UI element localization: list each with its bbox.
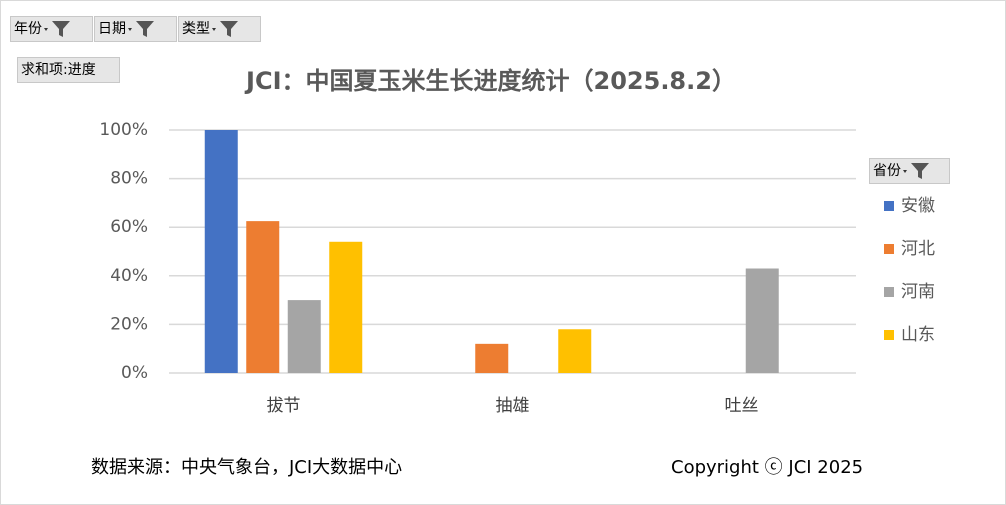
- legend-label: 河北: [901, 239, 935, 259]
- bar: [204, 130, 238, 373]
- copyright-note: Copyright ⓒ JCI 2025: [671, 457, 863, 478]
- filter-button[interactable]: 日期: [94, 16, 177, 42]
- chart-title: JCI：中国夏玉米生长进度统计（2025.8.2）: [244, 67, 736, 95]
- bar: [558, 329, 592, 373]
- x-tick-label: 抽雄: [496, 396, 530, 416]
- legend-label: 河南: [901, 282, 935, 302]
- x-tick-label: 拔节: [267, 396, 301, 416]
- filter-icon: [128, 21, 154, 37]
- y-tick-label: 60%: [110, 217, 148, 237]
- button-label: 求和项:进度: [21, 62, 96, 78]
- bar: [475, 343, 509, 373]
- filter-icon: [903, 163, 929, 179]
- source-note: 数据来源：中央气象台，JCI大数据中心: [91, 457, 402, 478]
- filter-button[interactable]: 类型: [178, 16, 261, 42]
- y-tick-label: 0%: [121, 363, 148, 383]
- y-tick-label: 40%: [110, 266, 148, 286]
- y-tick-label: 20%: [110, 314, 148, 334]
- bar: [287, 300, 321, 373]
- x-tick-label: 吐丝: [725, 396, 759, 416]
- bar: [329, 241, 363, 373]
- button-label: 类型: [182, 21, 210, 37]
- filter-icon: [44, 21, 70, 37]
- filter-button[interactable]: 年份: [10, 16, 93, 42]
- legend-swatch: [884, 244, 894, 254]
- legend-swatch: [884, 287, 894, 297]
- legend-label: 安徽: [901, 196, 935, 216]
- legend-swatch: [884, 330, 894, 340]
- bar: [745, 268, 779, 373]
- filter-button[interactable]: 省份: [869, 158, 950, 184]
- filter-icon: [212, 21, 238, 37]
- filter-button[interactable]: 求和项:进度: [17, 57, 120, 83]
- button-label: 省份: [873, 163, 901, 179]
- button-label: 日期: [98, 21, 126, 37]
- legend-swatch: [884, 201, 894, 211]
- y-tick-label: 100%: [99, 120, 148, 140]
- y-tick-label: 80%: [110, 169, 148, 189]
- button-label: 年份: [14, 21, 42, 37]
- legend-label: 山东: [901, 325, 935, 345]
- bar: [246, 221, 280, 373]
